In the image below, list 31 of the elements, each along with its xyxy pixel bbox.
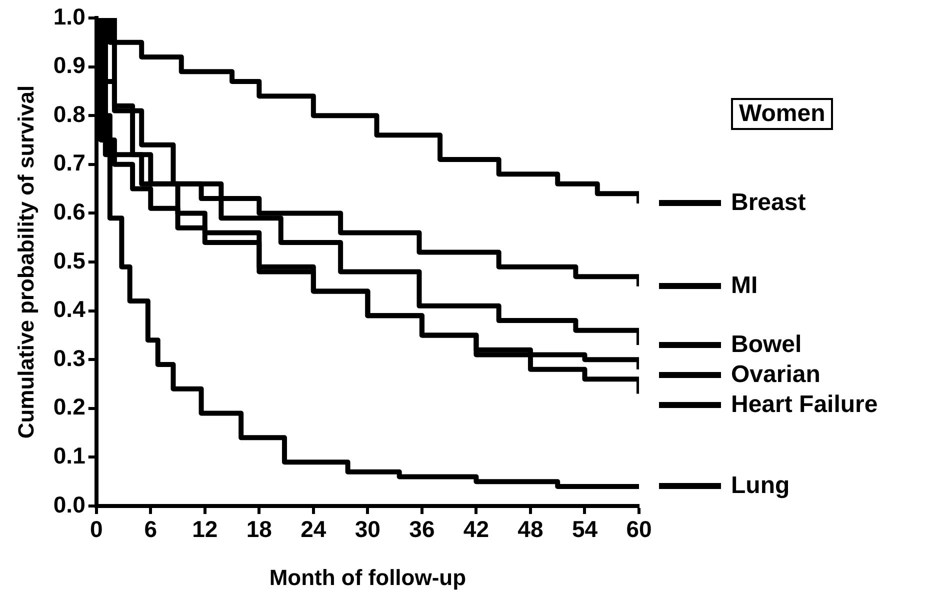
x-axis-title: Month of follow-up [269,564,466,590]
legend-label: Lung [731,472,790,500]
x-tick-label: 54 [572,516,598,542]
y-tick-label: 0.0 [53,491,86,518]
x-tick-label: 30 [354,516,380,542]
y-axis-title: Cumulative probability of survival [13,85,38,439]
y-tick-label: 0.7 [53,150,86,176]
legend-label: Heart Failure [731,390,878,419]
legend-label: Ovarian [731,360,820,389]
x-tick-label: 42 [463,516,490,542]
x-tick-label: 48 [518,516,544,542]
legend-label: Bowel [731,330,802,359]
y-tick-label: 0.4 [53,296,86,322]
y-tick-label: 0.3 [53,344,86,371]
x-tick-label: 6 [144,516,158,542]
x-tick-label: 0 [90,516,103,542]
y-tick-label: 0.9 [53,52,86,78]
x-tick-label: 24 [300,516,326,542]
y-tick-label: 0.5 [53,247,86,274]
x-tick-label: 36 [409,516,435,542]
y-tick-label: 0.8 [53,100,86,127]
y-tick-label: 0.2 [53,394,86,420]
legend-label: MI [731,272,758,300]
y-tick-label: 0.1 [53,442,86,469]
x-tick-label: 12 [192,516,218,542]
y-tick-label: 0.6 [53,198,86,225]
y-tick-label: 1.0 [53,3,86,30]
legend-label: Breast [731,189,806,218]
x-tick-label: 60 [626,516,652,542]
legend-title: Women [731,98,834,130]
x-tick-label: 18 [246,516,272,542]
